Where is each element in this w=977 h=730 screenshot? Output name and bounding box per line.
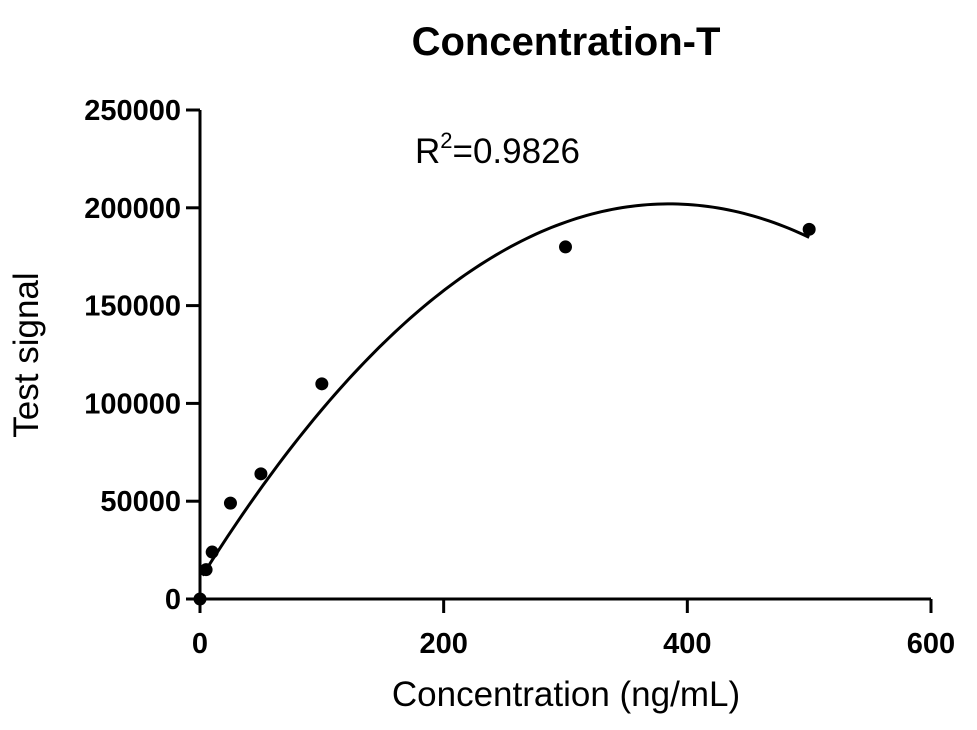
data-point <box>559 240 572 254</box>
x-ticks: 0 200 400 600 <box>192 599 955 660</box>
data-points <box>193 222 816 606</box>
x-tick-label: 600 <box>907 628 955 660</box>
chart-title: Concentration-T <box>412 20 721 64</box>
data-point <box>193 592 207 606</box>
y-tick-label: 0 <box>165 584 181 616</box>
y-tick-label: 100000 <box>84 388 181 420</box>
data-point <box>205 545 219 559</box>
r-squared-value: =0.9826 <box>453 132 581 171</box>
y-tick-label: 250000 <box>84 95 181 127</box>
x-tick-label: 200 <box>419 628 467 660</box>
y-axis-label: Test signal <box>7 272 46 437</box>
data-point <box>254 467 268 481</box>
data-point <box>223 496 237 510</box>
data-point <box>199 563 213 577</box>
axes <box>198 110 931 601</box>
r-squared-superscript: 2 <box>440 128 452 153</box>
data-point <box>802 222 816 236</box>
y-tick-label: 50000 <box>100 486 181 518</box>
r-squared-annotation: R2=0.9826 <box>415 128 580 171</box>
fit-curve <box>201 202 810 577</box>
x-tick-label: 400 <box>663 628 711 660</box>
r-squared-base: R <box>415 132 440 171</box>
y-tick-label: 150000 <box>84 291 181 323</box>
data-point <box>315 377 329 391</box>
y-ticks: 0 50000 100000 150000 200000 250000 <box>84 95 200 616</box>
y-tick-label: 200000 <box>84 193 181 225</box>
x-tick-label: 0 <box>192 628 208 660</box>
x-axis-label: Concentration (ng/mL) <box>392 675 740 714</box>
